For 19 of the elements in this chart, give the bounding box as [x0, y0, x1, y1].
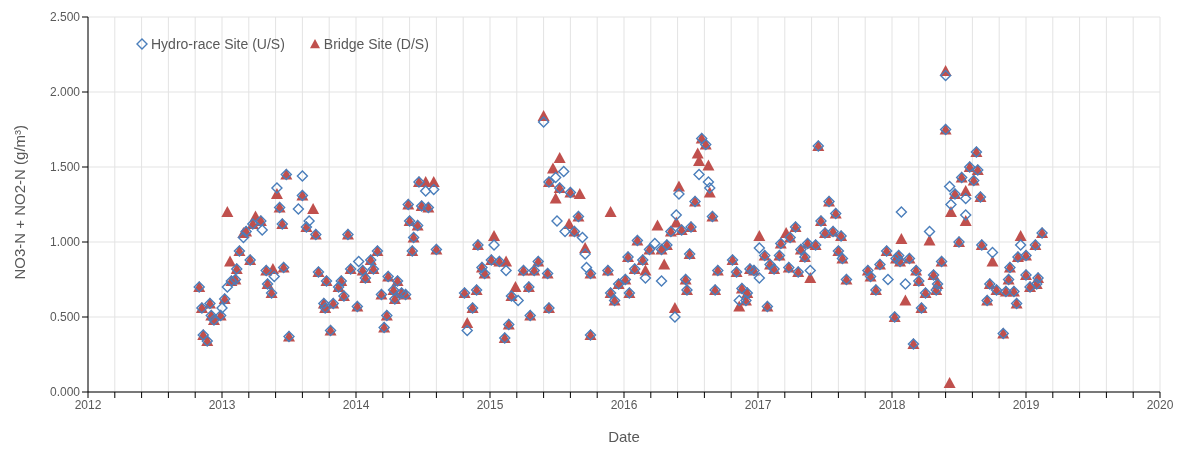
x-tick-label: 2017	[744, 397, 772, 412]
x-tick-label: 2015	[476, 397, 504, 412]
y-tick-label: 2.000	[49, 85, 81, 100]
y-tick-label: 0.000	[49, 385, 81, 400]
x-tick-label: 2013	[208, 397, 236, 412]
y-tick-label: 2.500	[49, 10, 81, 25]
y-axis-title: NO3-N + NO2-N (g/m³)	[11, 124, 29, 280]
y-tick-label: 1.500	[49, 160, 81, 175]
legend-label: Hydro-race Site (U/S)	[151, 36, 285, 52]
y-tick-label: 0.500	[49, 310, 81, 325]
x-axis-title: Date	[608, 428, 640, 445]
x-tick-label: 2018	[878, 397, 906, 412]
x-tick-label: 2016	[610, 397, 638, 412]
y-tick-label: 1.000	[49, 235, 81, 250]
x-tick-label: 2020	[1146, 397, 1174, 412]
x-tick-label: 2014	[342, 397, 370, 412]
legend-label: Bridge Site (D/S)	[323, 36, 429, 52]
x-tick-label: 2012	[74, 397, 102, 412]
x-tick-label: 2019	[1012, 397, 1040, 412]
